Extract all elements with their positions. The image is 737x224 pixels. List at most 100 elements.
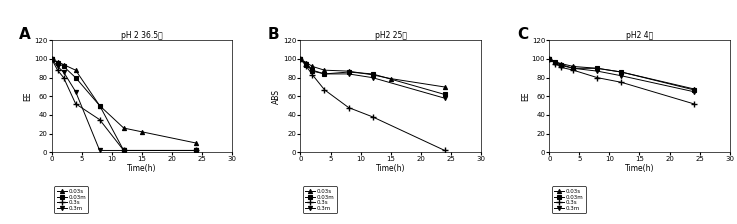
0.03s xyxy=(551,60,559,63)
Line: 0.03m: 0.03m xyxy=(49,57,198,153)
0.3m xyxy=(119,149,128,152)
0.3s xyxy=(119,149,128,152)
0.03s xyxy=(344,70,353,73)
0.3s xyxy=(296,58,305,60)
Line: 0.03s: 0.03s xyxy=(49,57,198,145)
Line: 0.03m: 0.03m xyxy=(298,57,447,97)
0.3s xyxy=(53,69,62,71)
0.03s xyxy=(71,69,80,71)
0.03m xyxy=(593,67,602,70)
0.03s xyxy=(617,71,626,73)
0.3s xyxy=(593,76,602,79)
0.3m xyxy=(308,69,317,71)
0.3m xyxy=(53,65,62,68)
0.03s xyxy=(386,77,395,80)
Line: 0.03s: 0.03s xyxy=(547,57,696,91)
0.03m xyxy=(344,71,353,73)
0.03s xyxy=(47,58,56,60)
0.3m xyxy=(302,62,311,65)
Line: 0.3s: 0.3s xyxy=(546,56,697,107)
0.03m xyxy=(71,76,80,79)
0.03s xyxy=(302,61,311,64)
0.3m xyxy=(71,90,80,93)
0.03s xyxy=(296,58,305,60)
0.03m xyxy=(440,93,449,96)
0.3s xyxy=(617,81,626,84)
0.03s xyxy=(137,130,146,133)
0.03m xyxy=(689,88,698,91)
0.3m xyxy=(192,149,200,152)
Y-axis label: EE: EE xyxy=(24,92,32,101)
Text: B: B xyxy=(268,27,279,42)
0.3m xyxy=(557,64,566,67)
Text: A: A xyxy=(19,27,31,42)
0.3s xyxy=(344,106,353,109)
Legend: 0.03s, 0.03m, 0.3s, 0.3m: 0.03s, 0.03m, 0.3s, 0.3m xyxy=(303,186,337,213)
0.3m xyxy=(95,149,104,152)
0.03m xyxy=(569,67,578,70)
0.03s xyxy=(119,127,128,129)
0.3m xyxy=(59,71,68,73)
0.3m xyxy=(569,67,578,70)
0.03m xyxy=(192,149,200,152)
0.03s xyxy=(557,62,566,65)
0.3m xyxy=(368,76,377,79)
0.03s xyxy=(308,65,317,68)
0.3m xyxy=(440,97,449,99)
0.3s xyxy=(551,62,559,65)
Y-axis label: ABS: ABS xyxy=(273,89,282,104)
0.3s xyxy=(308,73,317,76)
0.3m xyxy=(545,58,553,60)
Title: pH2 25도: pH2 25도 xyxy=(374,30,407,40)
0.03m xyxy=(617,71,626,73)
0.3m xyxy=(689,90,698,93)
0.3s xyxy=(545,58,553,60)
0.03s xyxy=(95,104,104,107)
0.03m xyxy=(296,58,305,60)
0.3s xyxy=(47,58,56,60)
0.03m xyxy=(368,73,377,75)
Line: 0.3m: 0.3m xyxy=(49,57,198,153)
Text: C: C xyxy=(517,27,528,42)
0.03m xyxy=(551,60,559,63)
0.3s xyxy=(59,76,68,79)
Line: 0.3s: 0.3s xyxy=(48,56,199,154)
0.03s xyxy=(192,142,200,144)
0.03m xyxy=(308,70,317,73)
Title: pH2 4도: pH2 4도 xyxy=(626,30,653,40)
0.03s xyxy=(545,58,553,60)
0.03s xyxy=(59,63,68,66)
0.03s xyxy=(53,60,62,63)
X-axis label: Time(h): Time(h) xyxy=(127,164,156,173)
0.3s xyxy=(320,88,329,91)
0.3s xyxy=(689,102,698,105)
Legend: 0.03s, 0.03m, 0.3s, 0.3m: 0.03s, 0.03m, 0.3s, 0.3m xyxy=(552,186,586,213)
0.3s xyxy=(192,149,200,152)
Line: 0.03s: 0.03s xyxy=(298,57,447,89)
0.3m xyxy=(296,58,305,60)
Title: pH 2 36.5도: pH 2 36.5도 xyxy=(121,30,163,40)
0.03m xyxy=(119,149,128,152)
0.3m xyxy=(593,70,602,73)
Line: 0.3m: 0.3m xyxy=(547,57,696,94)
0.03s xyxy=(569,65,578,68)
X-axis label: Time(h): Time(h) xyxy=(625,164,654,173)
0.03s xyxy=(689,88,698,90)
0.3m xyxy=(344,73,353,75)
0.03m xyxy=(302,63,311,66)
0.03m xyxy=(557,63,566,66)
0.03s xyxy=(368,73,377,76)
0.03s xyxy=(440,86,449,88)
0.03s xyxy=(320,69,329,71)
0.03m xyxy=(320,73,329,75)
0.3s xyxy=(95,118,104,121)
0.3s xyxy=(557,66,566,69)
0.3s xyxy=(368,116,377,118)
0.3s xyxy=(440,149,449,152)
Line: 0.3m: 0.3m xyxy=(298,57,447,100)
Line: 0.03m: 0.03m xyxy=(547,57,696,92)
Line: 0.3s: 0.3s xyxy=(297,56,448,154)
0.3s xyxy=(302,65,311,68)
Legend: 0.03s, 0.03m, 0.3s, 0.3m: 0.03s, 0.03m, 0.3s, 0.3m xyxy=(55,186,88,213)
0.3m xyxy=(551,61,559,64)
